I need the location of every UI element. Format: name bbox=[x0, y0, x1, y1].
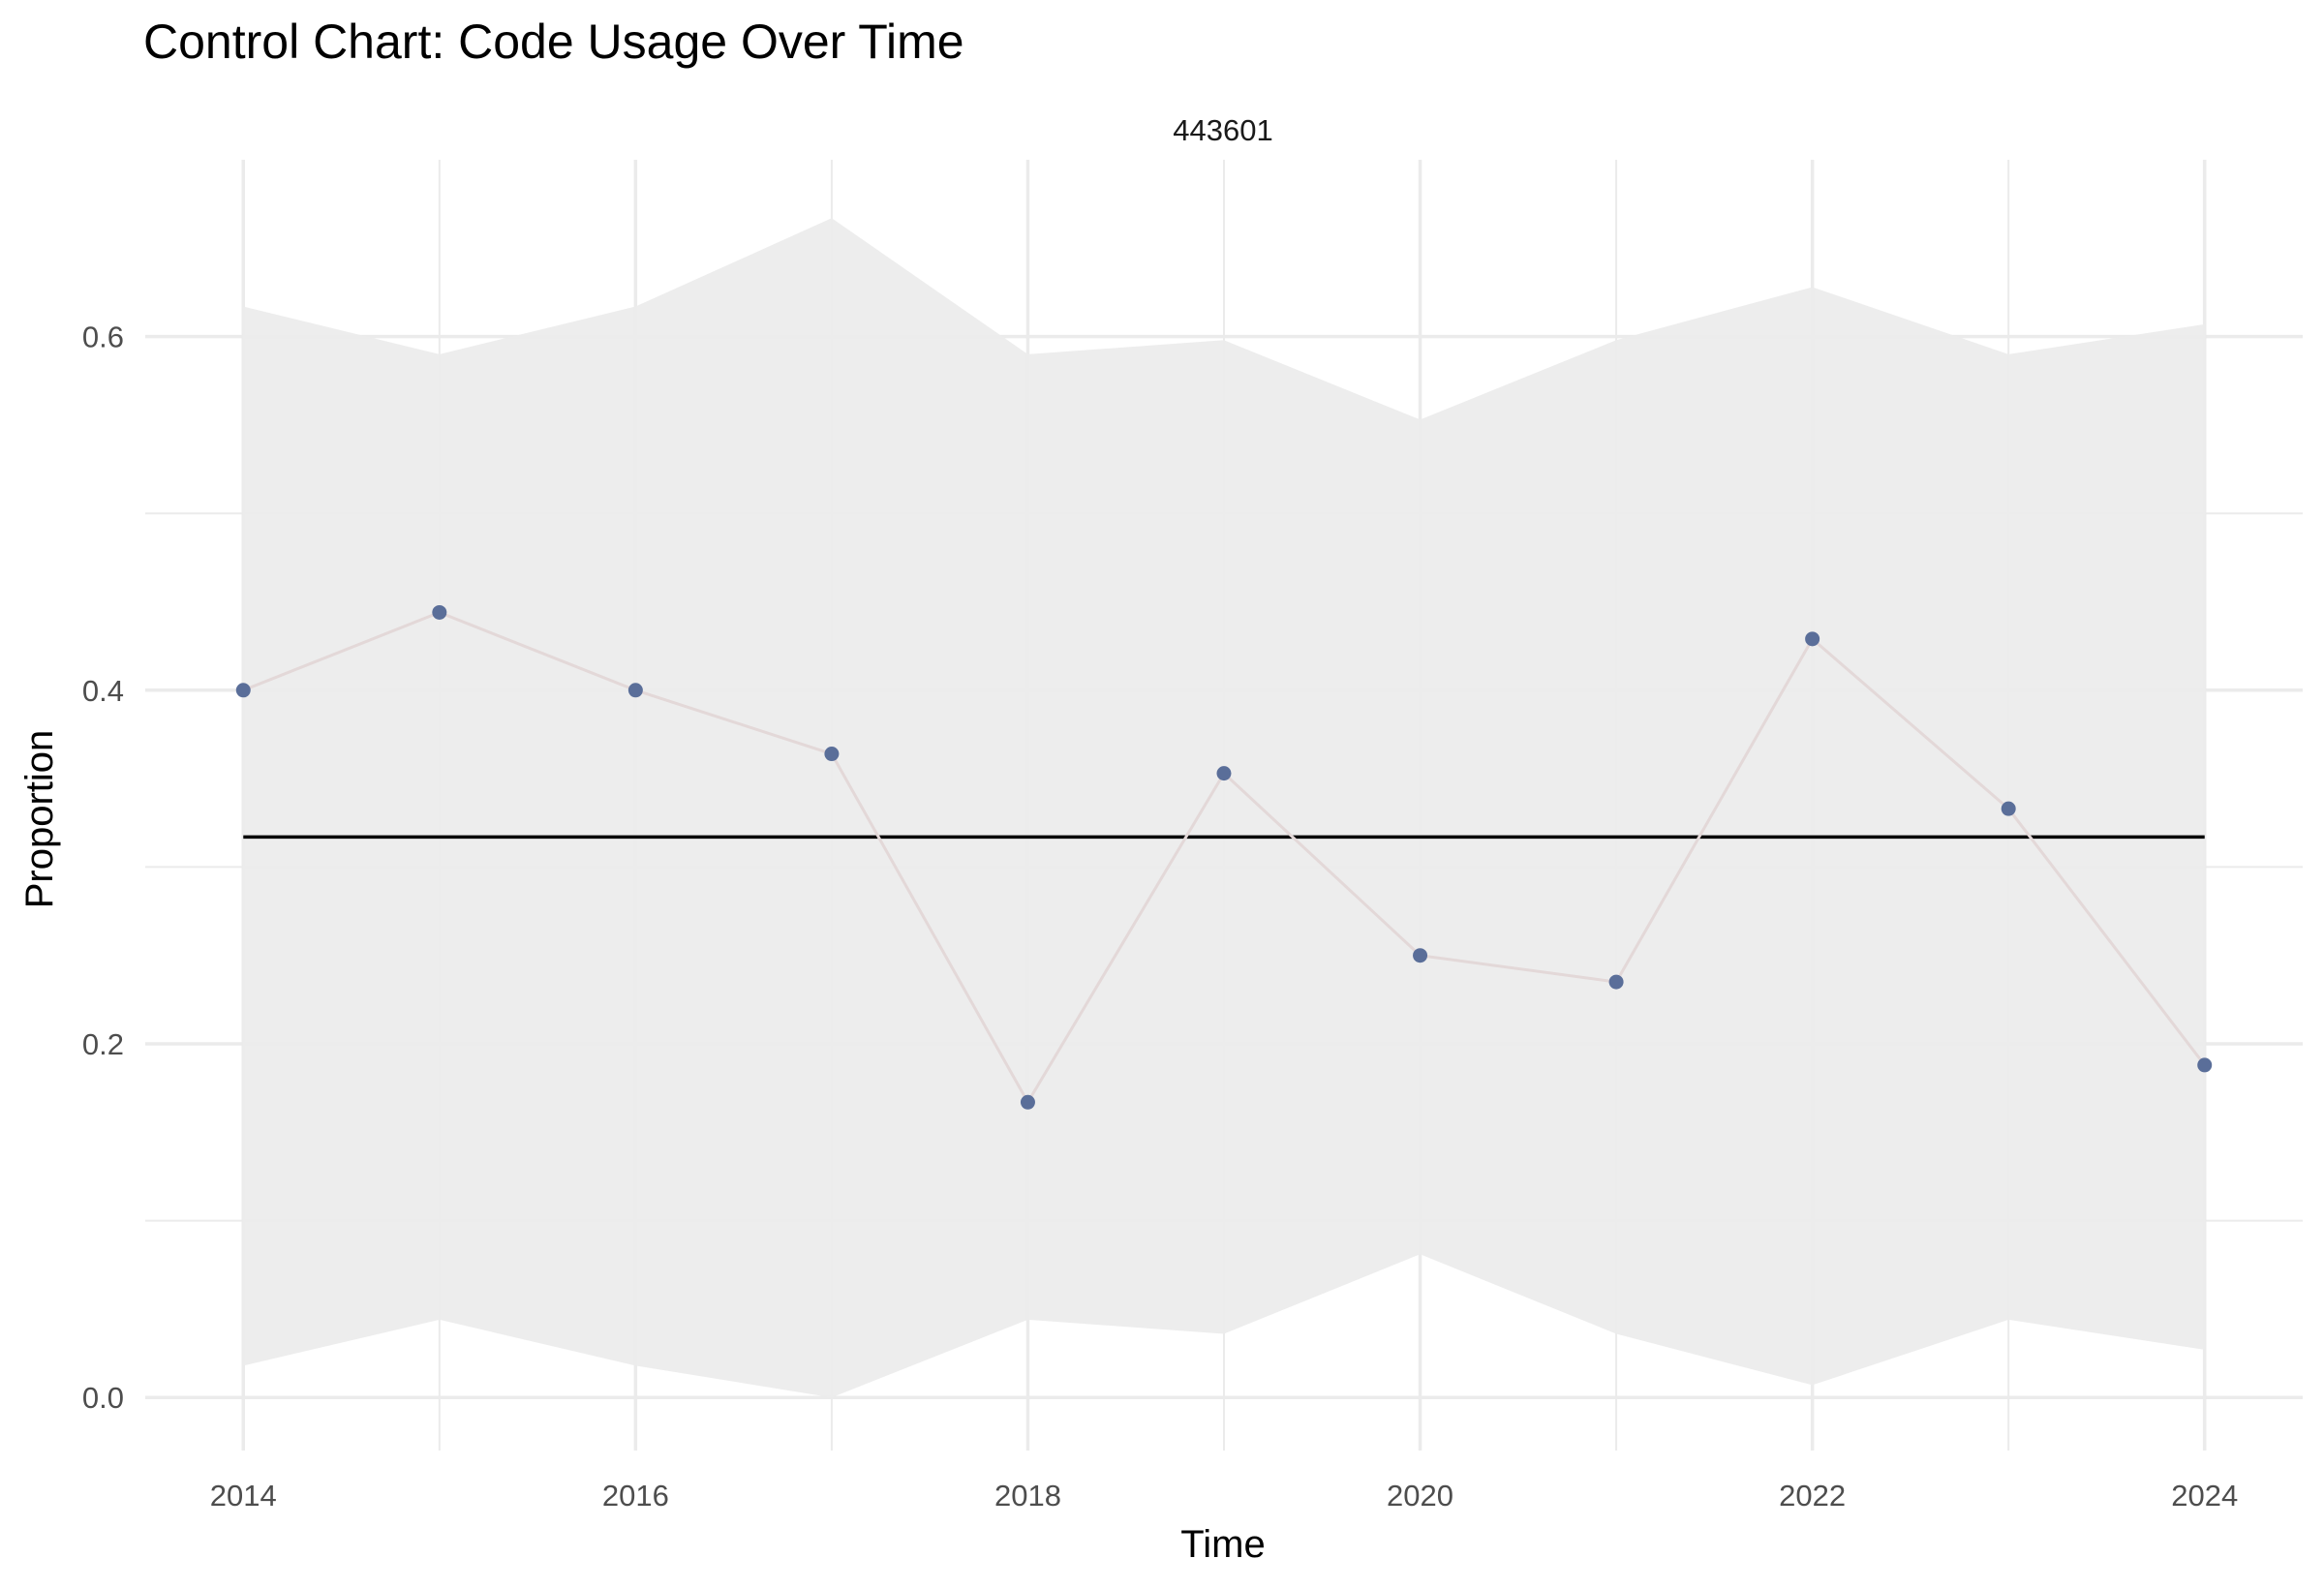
y-tick-label: 0.4 bbox=[82, 674, 124, 708]
x-axis-tick-labels: 2014 2016 2018 2020 2022 2024 bbox=[210, 1479, 2238, 1513]
y-axis-title: Proportion bbox=[18, 730, 61, 909]
data-point bbox=[235, 683, 251, 698]
data-point bbox=[1020, 1094, 1035, 1110]
x-axis-title: Time bbox=[1180, 1523, 1265, 1566]
data-point bbox=[1805, 631, 1820, 647]
data-point bbox=[1216, 766, 1232, 781]
data-point bbox=[2001, 801, 2016, 816]
x-tick-label: 2016 bbox=[602, 1479, 669, 1513]
chart-title: Control Chart: Code Usage Over Time bbox=[143, 15, 964, 69]
x-tick-label: 2020 bbox=[1387, 1479, 1453, 1513]
data-points bbox=[235, 604, 2213, 1110]
x-tick-label: 2014 bbox=[210, 1479, 277, 1513]
data-point bbox=[2197, 1057, 2213, 1073]
x-tick-label: 2024 bbox=[2171, 1479, 2238, 1513]
y-tick-label: 0.0 bbox=[82, 1381, 124, 1415]
y-tick-label: 0.6 bbox=[82, 321, 124, 354]
x-tick-label: 2022 bbox=[1779, 1479, 1846, 1513]
y-axis-tick-labels: 0.0 0.2 0.4 0.6 bbox=[82, 321, 124, 1416]
x-tick-label: 2018 bbox=[994, 1479, 1061, 1513]
data-point bbox=[432, 604, 447, 620]
control-limits-band bbox=[243, 218, 2205, 1398]
facet-strip-label: 443601 bbox=[1173, 113, 1272, 147]
data-point bbox=[1608, 974, 1624, 990]
data-point bbox=[824, 747, 840, 762]
y-tick-label: 0.2 bbox=[82, 1027, 124, 1061]
data-point bbox=[1413, 948, 1428, 963]
data-point bbox=[627, 683, 643, 698]
